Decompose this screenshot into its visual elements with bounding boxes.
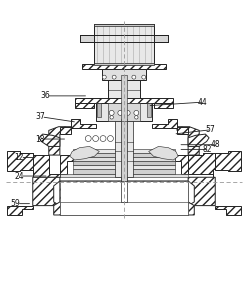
Bar <box>73 161 175 166</box>
Polygon shape <box>60 155 73 173</box>
Bar <box>121 119 127 181</box>
Polygon shape <box>175 155 188 173</box>
Bar <box>121 75 127 121</box>
Polygon shape <box>188 177 215 206</box>
Circle shape <box>118 110 123 115</box>
Bar <box>60 173 188 177</box>
Polygon shape <box>60 202 188 215</box>
Bar <box>82 64 166 70</box>
Text: 44: 44 <box>198 98 208 106</box>
Bar <box>73 169 175 173</box>
Polygon shape <box>7 206 33 215</box>
Bar <box>94 63 154 65</box>
Circle shape <box>125 110 130 115</box>
Text: 37: 37 <box>35 112 45 121</box>
Polygon shape <box>215 206 241 215</box>
Polygon shape <box>60 127 71 134</box>
Polygon shape <box>177 127 199 155</box>
Polygon shape <box>33 177 60 206</box>
Text: 59: 59 <box>11 199 20 208</box>
Circle shape <box>135 116 138 119</box>
Circle shape <box>112 75 116 79</box>
Circle shape <box>110 116 113 119</box>
Bar <box>73 166 175 169</box>
Bar <box>60 181 188 215</box>
Polygon shape <box>188 134 209 146</box>
Circle shape <box>109 110 114 115</box>
Bar <box>96 103 152 121</box>
Circle shape <box>93 136 99 142</box>
Bar <box>73 157 175 161</box>
Text: 48: 48 <box>210 140 220 149</box>
Circle shape <box>100 136 106 142</box>
Bar <box>108 103 140 121</box>
Polygon shape <box>70 146 99 160</box>
Polygon shape <box>188 153 215 177</box>
Polygon shape <box>149 146 178 160</box>
Polygon shape <box>177 127 188 134</box>
Bar <box>154 103 173 108</box>
Text: 18: 18 <box>35 134 45 143</box>
Circle shape <box>132 75 136 79</box>
Circle shape <box>107 136 113 142</box>
Bar <box>97 103 101 117</box>
Circle shape <box>85 136 91 142</box>
Polygon shape <box>7 151 33 171</box>
Bar <box>94 23 154 26</box>
Circle shape <box>102 75 106 79</box>
Text: 57: 57 <box>205 125 215 134</box>
Text: 36: 36 <box>40 91 50 100</box>
Text: 12: 12 <box>14 153 24 162</box>
Polygon shape <box>80 24 168 42</box>
Bar <box>147 103 151 117</box>
Circle shape <box>134 110 139 115</box>
Circle shape <box>142 75 146 79</box>
Bar <box>115 121 133 177</box>
Bar <box>73 153 175 157</box>
Polygon shape <box>152 119 177 128</box>
Polygon shape <box>215 151 241 171</box>
Text: 82: 82 <box>203 145 213 154</box>
Bar <box>108 80 140 100</box>
Bar <box>102 70 146 80</box>
Polygon shape <box>54 181 194 215</box>
Text: 24: 24 <box>14 171 24 181</box>
Polygon shape <box>94 24 154 65</box>
Polygon shape <box>20 153 60 177</box>
Polygon shape <box>49 127 71 155</box>
Bar <box>73 149 175 153</box>
Bar <box>121 177 127 202</box>
Bar <box>75 103 94 108</box>
Bar <box>75 98 173 103</box>
Polygon shape <box>39 134 60 146</box>
Polygon shape <box>71 119 96 128</box>
